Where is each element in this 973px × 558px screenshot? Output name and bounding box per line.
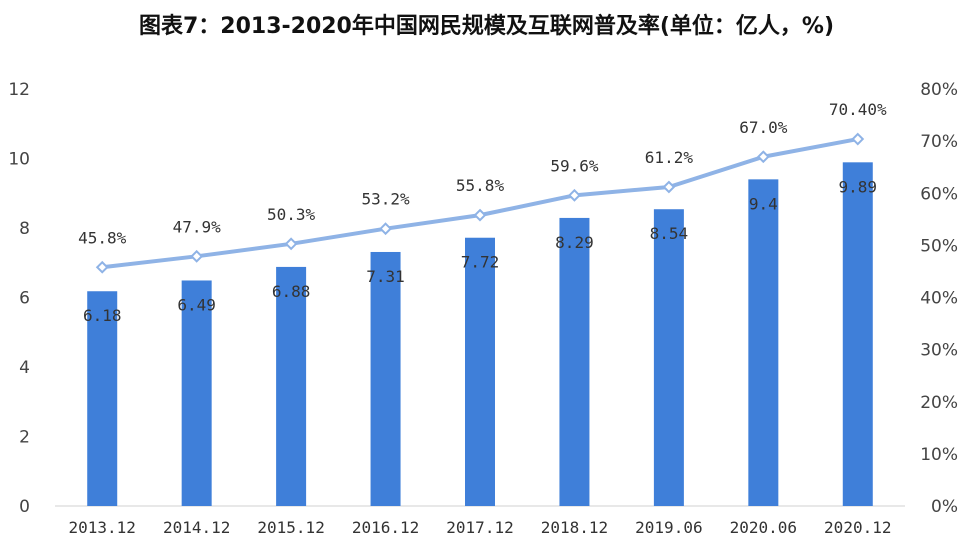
- y-left-tick-label: 0: [19, 497, 30, 517]
- y-right-tick-label: 40%: [920, 289, 958, 309]
- bar-data-label: 9.89: [839, 177, 878, 196]
- bar: [559, 217, 590, 507]
- y-left-tick-label: 10: [8, 150, 30, 170]
- line-data-label: 53.2%: [361, 190, 410, 209]
- y-left-tick-label: 4: [19, 358, 30, 378]
- x-tick-label: 2018.12: [541, 518, 608, 537]
- y-right-tick-label: 50%: [920, 236, 958, 256]
- line-marker: [568, 188, 581, 202]
- bar-data-label: 6.49: [177, 295, 216, 314]
- chart-title: 图表7：2013-2020年中国网民规模及互联网普及率(单位：亿人，%): [138, 14, 835, 39]
- line-data-label: 67.0%: [739, 118, 788, 137]
- y-left-tick-label: 12: [8, 80, 30, 100]
- x-tick-label: 2015.12: [257, 518, 324, 537]
- x-tick-label: 2014.12: [163, 518, 230, 537]
- y-right-tick-label: 80%: [920, 80, 958, 100]
- line-data-label: 45.8%: [78, 228, 127, 247]
- bar-data-label: 8.54: [650, 224, 689, 243]
- x-tick-label: 2020.06: [730, 518, 797, 537]
- bar: [87, 291, 118, 506]
- y-right-tick-label: 10%: [920, 445, 958, 465]
- x-tick-label: 2019.06: [635, 518, 702, 537]
- bar: [370, 251, 401, 506]
- line-data-label: 70.40%: [829, 100, 887, 119]
- line-marker: [284, 237, 298, 251]
- line-marker: [662, 180, 676, 194]
- bar: [842, 162, 873, 506]
- line-marker: [190, 249, 204, 263]
- y-right-tick-label: 30%: [920, 341, 958, 361]
- x-tick-label: 2020.12: [824, 518, 891, 537]
- y-right-tick-label: 60%: [920, 184, 958, 204]
- y-right-tick-label: 70%: [920, 132, 958, 152]
- line-marker: [95, 260, 109, 274]
- line-data-label: 61.2%: [645, 148, 694, 167]
- y-left-tick-label: 2: [19, 428, 30, 448]
- line-data-label: 59.6%: [550, 156, 599, 175]
- line-marker: [756, 150, 770, 164]
- line-marker: [851, 132, 865, 146]
- y-left-tick-label: 8: [19, 219, 30, 239]
- line-data-label: 55.8%: [456, 176, 505, 195]
- y-right-tick-label: 0%: [931, 497, 958, 517]
- bar: [653, 209, 684, 507]
- bar: [276, 266, 307, 506]
- x-tick-label: 2016.12: [352, 518, 419, 537]
- bar-data-label: 7.72: [461, 253, 500, 272]
- bar: [465, 237, 495, 507]
- bar-data-label: 9.4: [749, 194, 778, 213]
- bar-data-label: 7.31: [366, 267, 405, 286]
- x-tick-label: 2017.12: [446, 518, 513, 537]
- line-marker: [379, 222, 392, 236]
- line-data-label: 47.9%: [173, 217, 222, 236]
- bar: [181, 280, 212, 506]
- x-tick-label: 2013.12: [69, 518, 136, 537]
- bar-data-label: 6.18: [83, 306, 122, 325]
- line-marker: [473, 208, 487, 222]
- y-left-tick-label: 6: [19, 289, 30, 309]
- bar-data-label: 6.88: [272, 282, 311, 301]
- bar-data-label: 8.29: [555, 233, 594, 252]
- line-data-label: 50.3%: [267, 205, 316, 224]
- bar: [748, 179, 779, 506]
- y-right-tick-label: 20%: [920, 393, 958, 413]
